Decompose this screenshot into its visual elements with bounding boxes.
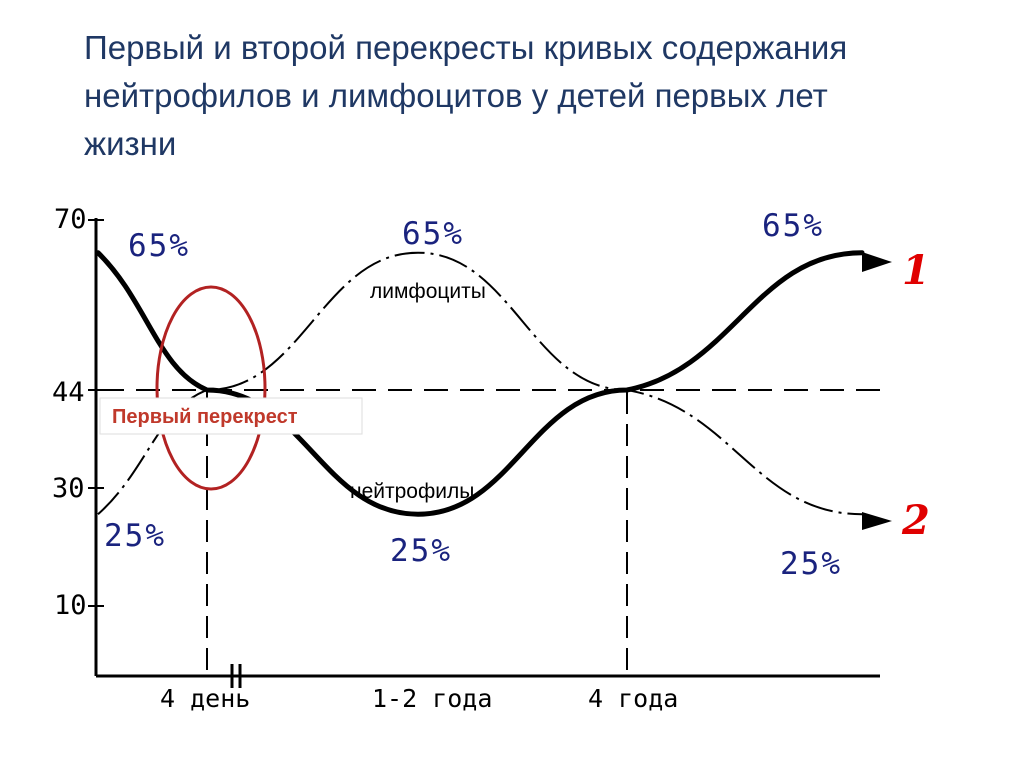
- pct-label-neut-end: 65%: [762, 208, 824, 244]
- arrow-head-series-2: [862, 512, 892, 530]
- pct-label-lymph-peak: 65%: [402, 216, 464, 252]
- y-tick-label-10: 10: [54, 590, 87, 621]
- pct-label-neut-start: 65%: [128, 228, 190, 264]
- title-line-1: Первый и второй перекресты кривых содерж…: [84, 29, 848, 66]
- series-number-1: 1: [902, 247, 930, 294]
- pct-label-lymph-end: 25%: [780, 546, 842, 582]
- callout-first-crossover: Первый перекрест: [112, 406, 298, 428]
- first-crossover-ellipse: [155, 285, 267, 491]
- title-line-3: жизни: [84, 125, 177, 162]
- y-tick-label-30: 30: [52, 473, 85, 504]
- page-title: Первый и второй перекресты кривых содерж…: [84, 24, 984, 168]
- x-tick-label-4-day: 4 день: [160, 684, 250, 713]
- y-tick-label-44: 44: [52, 377, 85, 408]
- title-line-2: нейтрофилов и лимфоцитов у детей первых …: [84, 77, 828, 114]
- callout-box: [99, 397, 363, 435]
- x-tick-label-4-years: 4 года: [588, 684, 678, 713]
- x-tick-label-1-2-years: 1-2 года: [372, 684, 492, 713]
- series-number-2: 2: [901, 497, 930, 544]
- neutrophils-curve: [95, 250, 865, 517]
- y-tick-label-70: 70: [54, 204, 87, 235]
- arrow-head-series-1: [862, 252, 892, 272]
- neutrophils-label: нейтрофилы: [350, 480, 474, 503]
- pct-label-lymph-start: 25%: [104, 518, 166, 554]
- pct-label-neut-trough: 25%: [390, 533, 452, 569]
- lymphocytes-label: лимфоциты: [370, 280, 486, 303]
